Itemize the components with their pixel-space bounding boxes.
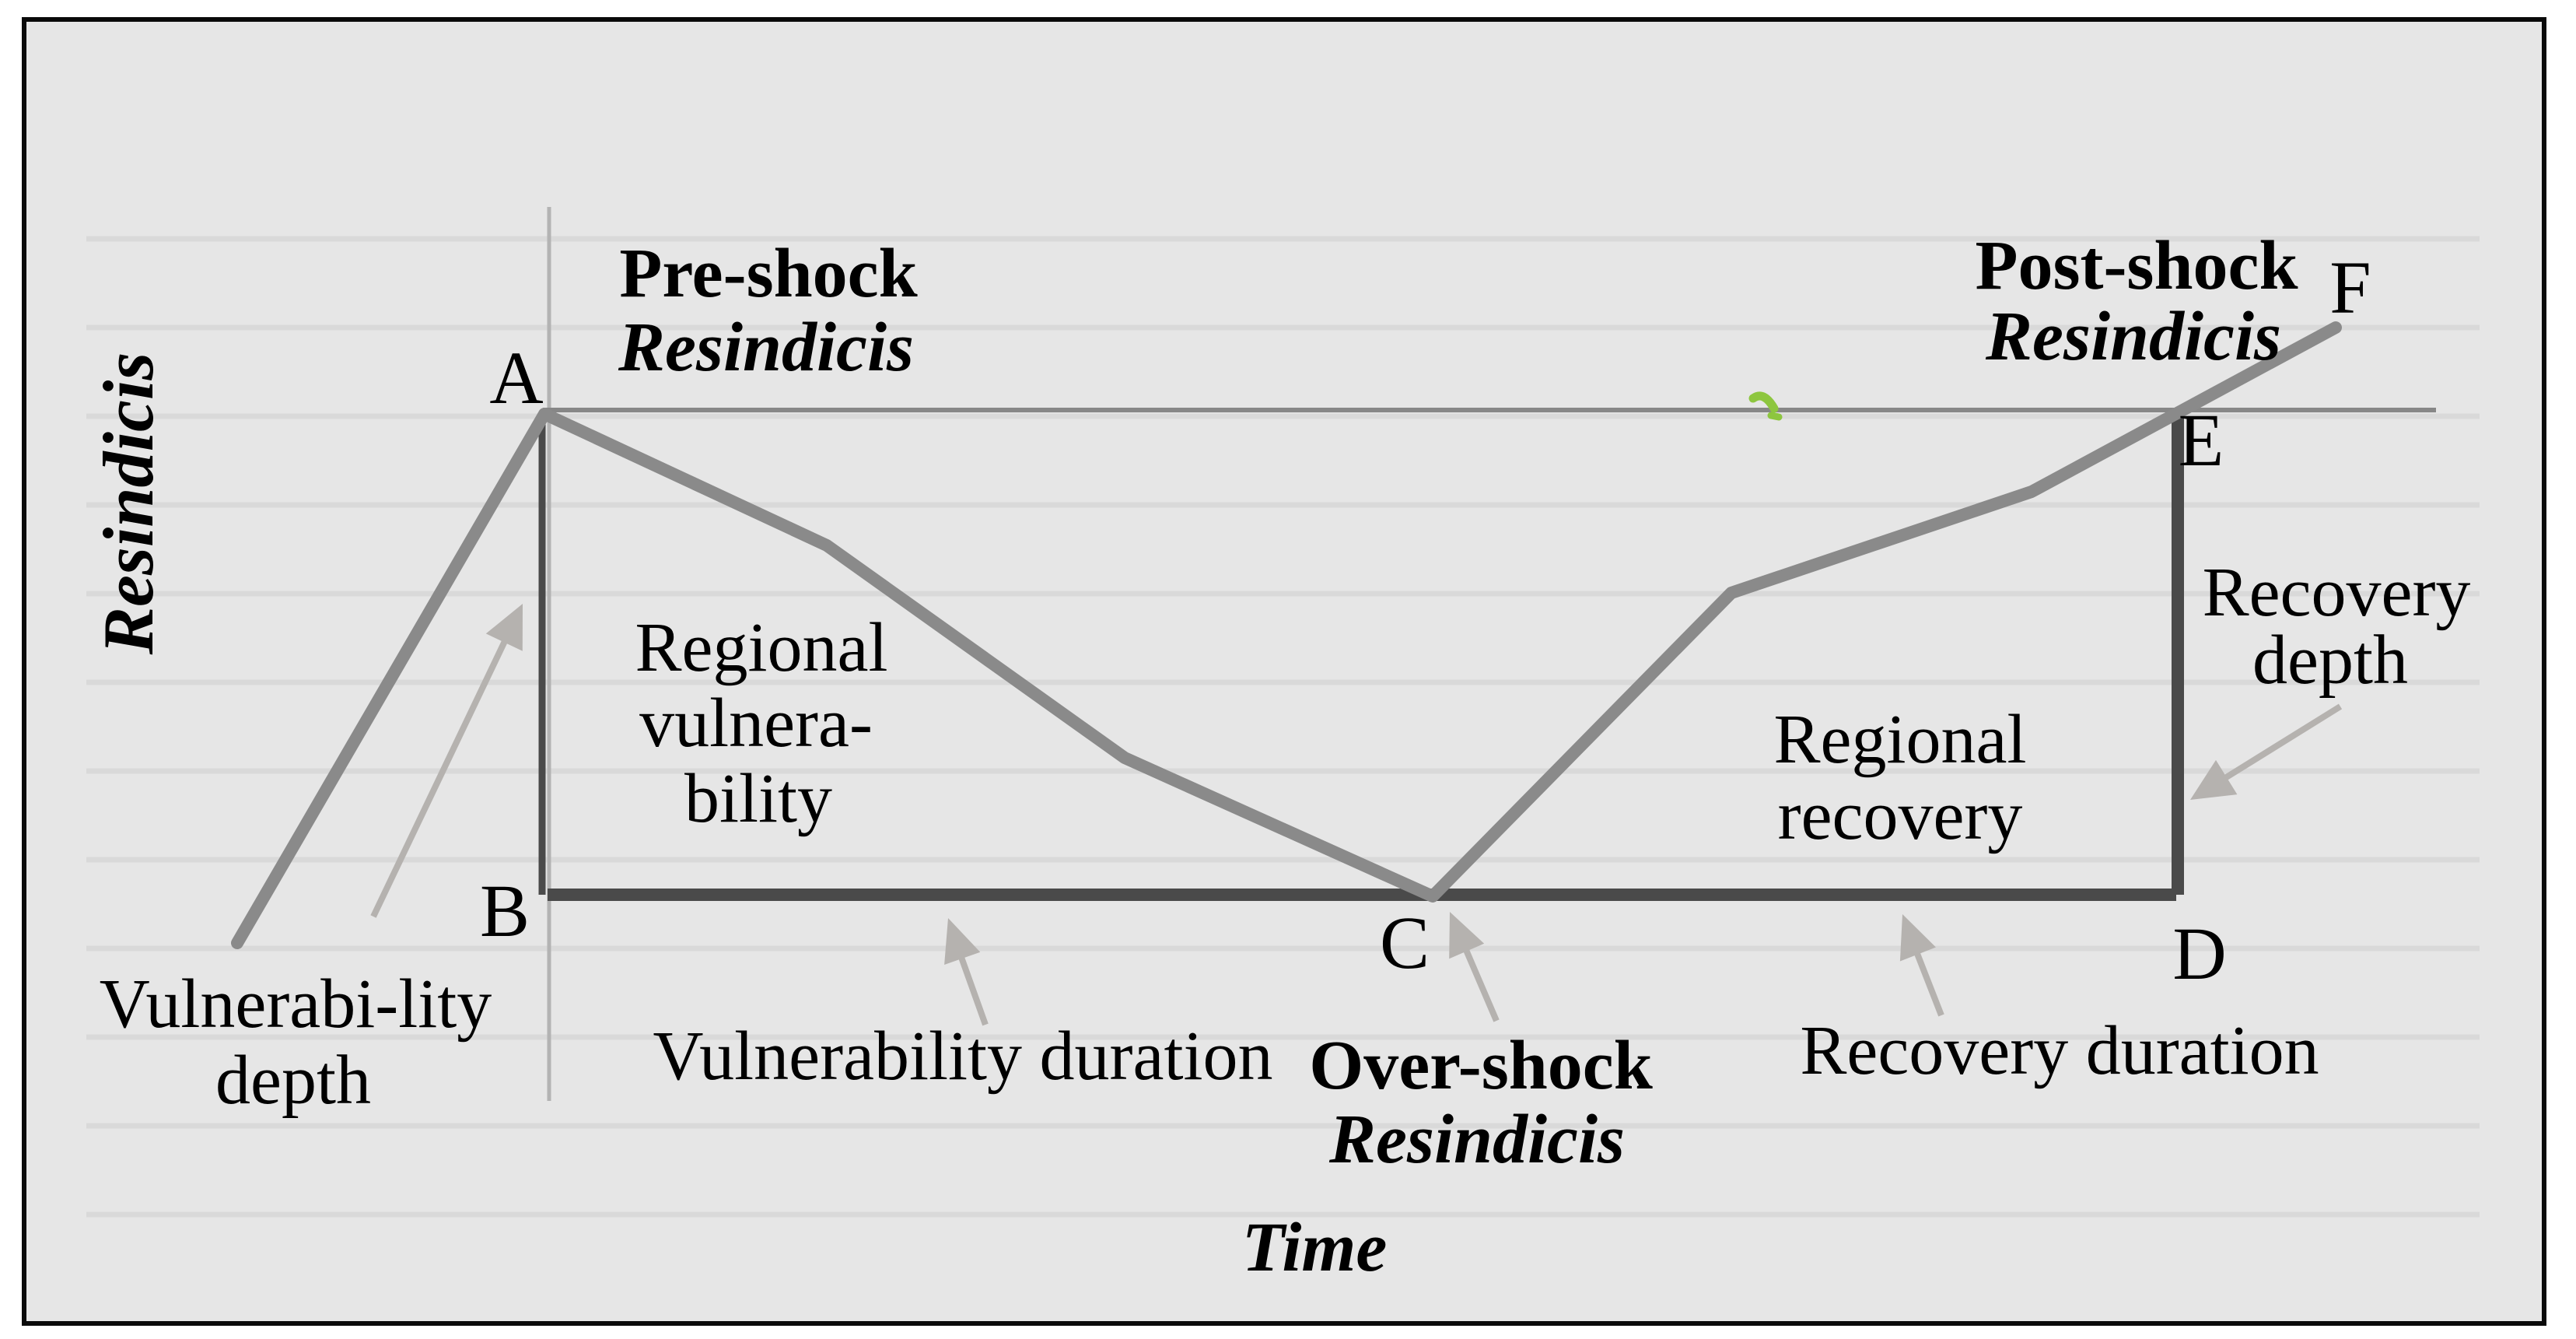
x-axis-label: Time: [1241, 1209, 1388, 1286]
regional-vulnerability-label-line1: Regional: [635, 609, 888, 686]
vulnerability-depth-label-line1: Vulnerabi-lity: [99, 966, 492, 1043]
regional-vulnerability-label-line3: bility: [684, 760, 833, 837]
over-shock-label-line2: Resindicis: [1328, 1101, 1626, 1178]
post-shock-label-line2: Resindicis: [1985, 298, 2282, 375]
vulnerability-depth-arrow: [370, 604, 523, 918]
point-label-e: E: [2178, 398, 2224, 482]
gridlines: [86, 236, 2480, 1218]
recovery-duration-arrow: [1899, 914, 1944, 1017]
post-shock-label-line1: Post-shock: [1975, 227, 2298, 304]
pre-shock-label-line1: Pre-shock: [619, 235, 918, 312]
recovery-depth-arrow: [2190, 703, 2343, 800]
green-mark: [1748, 391, 1783, 421]
resilience-curve: [231, 321, 2342, 949]
point-label-a: A: [489, 336, 544, 419]
recovery-duration-label: Recovery duration: [1800, 1012, 2319, 1089]
chart-area: [22, 17, 2546, 1326]
pre-shock-label-line2: Resindicis: [618, 309, 915, 386]
recovery-depth-label-line2: depth: [2252, 622, 2408, 699]
vulnerability-depth-label-line2: depth: [215, 1042, 371, 1119]
point-label-f: F: [2329, 246, 2371, 329]
point-label-d: D: [2172, 912, 2227, 995]
regional-recovery-label-line2: recovery: [1777, 777, 2023, 854]
over-shock-label-line1: Over-shock: [1309, 1027, 1653, 1104]
point-label-c: C: [1379, 901, 1430, 984]
over-shock-arrow: [1449, 912, 1500, 1022]
annotation-arrows: [370, 604, 2343, 1026]
regional-vulnerability-label-line2: vulnera-: [639, 685, 873, 762]
recovery-depth-label-line1: Recovery: [2202, 554, 2471, 631]
vulnerability-duration-arrow: [944, 918, 989, 1026]
regional-recovery-label-line1: Regional: [1773, 701, 2027, 778]
vulnerability-duration-label: Vulnerability duration: [653, 1018, 1273, 1095]
y-axis-label: Resindicis: [89, 352, 168, 655]
point-label-b: B: [479, 869, 530, 952]
